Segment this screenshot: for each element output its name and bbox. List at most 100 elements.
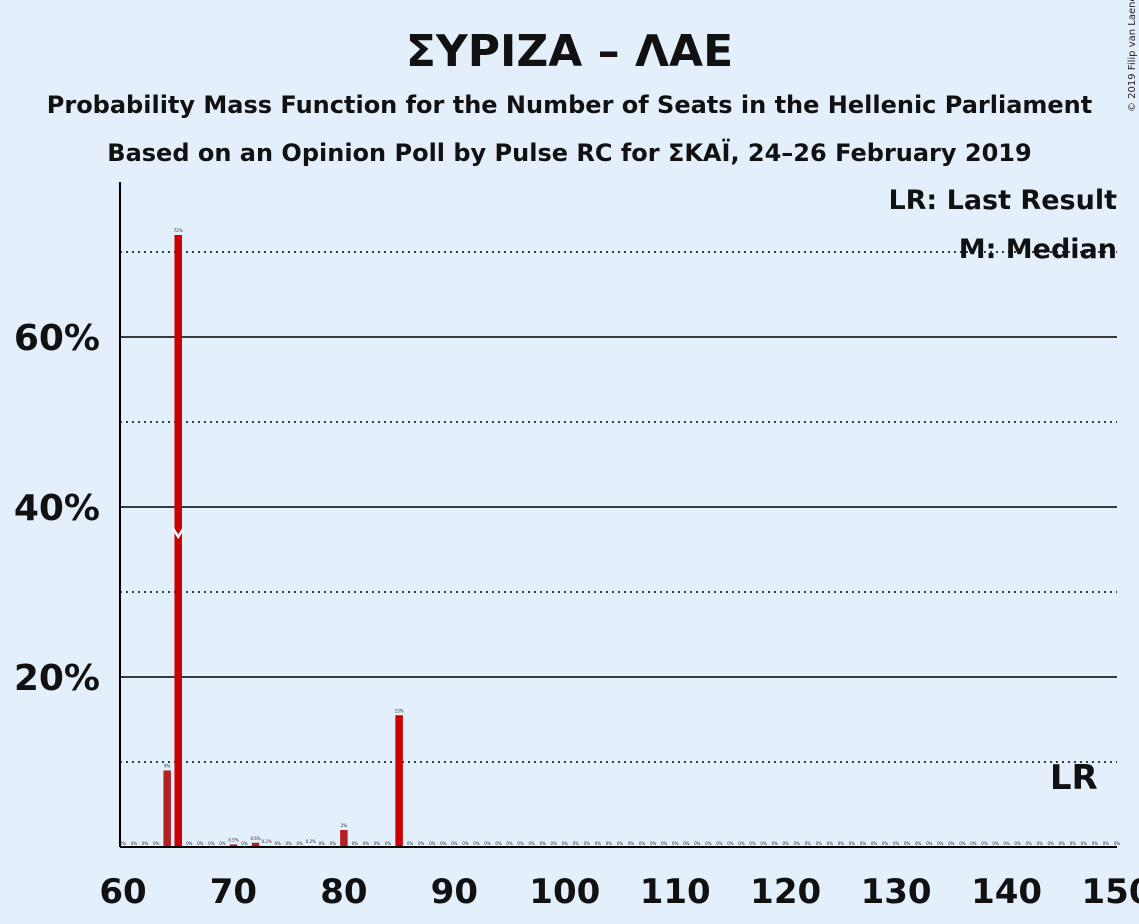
bar-value-label: 0%	[562, 841, 569, 846]
x-tick-label: 90	[431, 872, 478, 912]
bar-value-label: 0%	[794, 841, 801, 846]
bar-value-label: 0%	[540, 841, 547, 846]
bar-value-label: 0%	[330, 841, 337, 846]
x-tick-label: 110	[640, 872, 711, 912]
bar-value-label: 0%	[727, 841, 734, 846]
bar-value-label: 0%	[517, 841, 524, 846]
bar-value-label: 0%	[1014, 841, 1021, 846]
bar-value-label: 0.6%	[250, 836, 260, 841]
bar-value-label: 0%	[838, 841, 845, 846]
bar-value-label: 0.5%	[228, 837, 238, 842]
x-tick-label: 60	[99, 872, 146, 912]
x-tick-label: 120	[750, 872, 821, 912]
bar-value-label: 0.2%	[306, 839, 316, 844]
bar-value-label: 15%	[395, 708, 404, 713]
bar-value-label: 72%	[174, 228, 183, 233]
y-tick-label: 20%	[14, 658, 100, 699]
legend-last-result: LR: Last Result	[888, 185, 1117, 216]
bar-value-label: 0%	[120, 841, 127, 846]
chart-subtitle-2: Based on an Opinion Poll by Pulse RC for…	[107, 138, 1031, 167]
bar-value-label: 0%	[1048, 841, 1055, 846]
bar-value-label: 0%	[705, 841, 712, 846]
bar-value-label: 0%	[1037, 841, 1044, 846]
chart-title: ΣΥΡΙΖΑ – ΛΑΕ	[406, 26, 733, 77]
bar-value-label: 0%	[661, 841, 668, 846]
bar-value-label: 0%	[573, 841, 580, 846]
bar-value-label: 0%	[385, 841, 392, 846]
bar-value-label: 0%	[771, 841, 778, 846]
bar-value-label: 0%	[904, 841, 911, 846]
bar-value-label: 0%	[816, 841, 823, 846]
bar-value-label: 0%	[760, 841, 767, 846]
y-tick-label: 40%	[14, 488, 100, 529]
bar-value-label: 0%	[738, 841, 745, 846]
bar-value-label: 0%	[805, 841, 812, 846]
bar-value-label: 0%	[495, 841, 502, 846]
bar-value-label: 0%	[363, 841, 370, 846]
bar-value-label: 0%	[595, 841, 602, 846]
bar-value-label: 2%	[341, 823, 348, 828]
x-tick-label: 80	[320, 872, 367, 912]
bar-value-label: 0%	[992, 841, 999, 846]
bar-value-label: 0%	[1070, 841, 1077, 846]
bar-value-label: 0%	[827, 841, 834, 846]
bar-value-label: 0%	[782, 841, 789, 846]
bar-value-label: 0%	[1103, 841, 1110, 846]
bar-value-label: 0%	[1003, 841, 1010, 846]
bar-value-label: 0%	[506, 841, 513, 846]
bar-value-label: 0%	[374, 841, 381, 846]
bar	[395, 715, 403, 847]
last-result-marker-label: LR	[1050, 758, 1098, 798]
bar-value-label: 0%	[208, 841, 215, 846]
bar-value-label: 0%	[1025, 841, 1032, 846]
bar-value-label: 0%	[926, 841, 933, 846]
chart-subtitle-1: Probability Mass Function for the Number…	[47, 91, 1092, 119]
bars: 0% 0% 0% 0% 9% 72% 0% 0% 0% 0% 0.5% 0% 0.6% 0.2% 0% 0% 0…	[120, 228, 1121, 847]
x-tick-label: 70	[210, 872, 257, 912]
bar-value-label: 0%	[551, 841, 558, 846]
bar-value-label: 0%	[1114, 841, 1121, 846]
bar	[340, 830, 348, 847]
bar-value-label: 9%	[164, 764, 171, 769]
bar-value-label: 0%	[871, 841, 878, 846]
bar-value-label: 0%	[882, 841, 889, 846]
bar-value-label: 0%	[981, 841, 988, 846]
x-tick-label: 140	[971, 872, 1042, 912]
bar-value-label: 0%	[528, 841, 535, 846]
bar	[229, 844, 238, 847]
bar-value-label: 0%	[849, 841, 856, 846]
bar-value-label: 0%	[285, 841, 292, 846]
bar-value-label: 0%	[429, 841, 436, 846]
bar-value-label: 0%	[462, 841, 469, 846]
bar-value-label: 0%	[142, 841, 149, 846]
copyright-text: © 2019 Filip van Laenen	[1127, 0, 1138, 112]
bar-value-label: 0%	[1059, 841, 1066, 846]
bar-value-label: 0%	[694, 841, 701, 846]
x-tick-label: 130	[861, 872, 932, 912]
bar-value-label: 0%	[451, 841, 458, 846]
bar-value-label: 0%	[937, 841, 944, 846]
bar-value-label: 0%	[1092, 841, 1099, 846]
bar-value-label: 0%	[297, 841, 304, 846]
x-tick-label: 100	[529, 872, 600, 912]
bar-value-label: 0%	[407, 841, 414, 846]
bar	[163, 770, 171, 847]
bar-value-label: 0%	[948, 841, 955, 846]
bar-value-label: 0%	[440, 841, 447, 846]
bar	[174, 235, 182, 847]
bar-value-label: 0%	[749, 841, 756, 846]
gridlines: 20% 40% 60%	[14, 251, 1117, 763]
bar	[251, 842, 260, 847]
bar-value-label: 0%	[860, 841, 867, 846]
bar-value-label: 0%	[352, 841, 359, 846]
bar-value-label: 0%	[319, 841, 326, 846]
bar-value-label: 0%	[617, 841, 624, 846]
x-tick-label: 150	[1082, 872, 1139, 912]
bar-value-label: 0%	[716, 841, 723, 846]
bar-value-label: 0%	[186, 841, 193, 846]
axes: 60 70 80 90 100 110 120 130 140 150	[99, 182, 1139, 912]
bar-value-label: 0%	[197, 841, 204, 846]
bar-value-label: 0%	[650, 841, 657, 846]
bar-value-label: 0%	[584, 841, 591, 846]
bar-value-label: 0%	[274, 841, 281, 846]
